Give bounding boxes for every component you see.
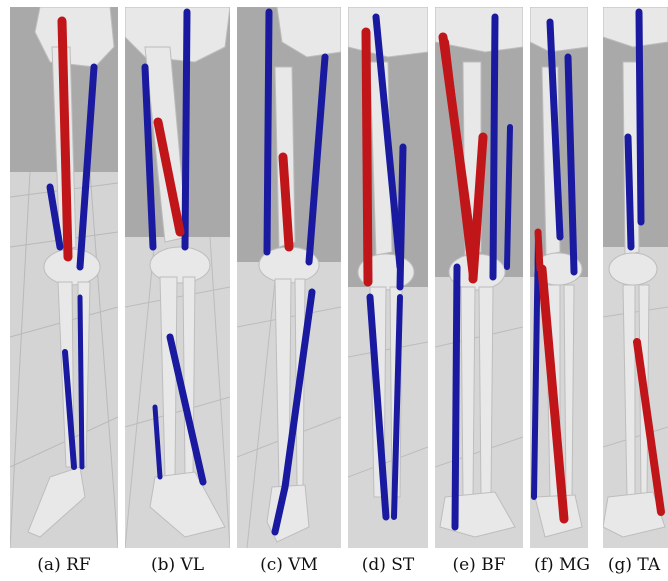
panel-mg [530,7,588,548]
panel-vm [237,7,341,548]
caption-vm: (c) VM [260,555,318,575]
panel-vl [125,7,230,548]
caption-ta: (g) TA [607,555,661,575]
caption-vl: (b) VL [150,555,205,575]
leg-model-mg [530,7,588,548]
leg-model-rf [10,7,118,548]
panel-ta [603,7,668,548]
caption-st: (d) ST [361,555,415,575]
caption-bf: (e) BF [452,555,506,575]
caption-rf: (a) RF [37,555,91,575]
leg-model-st [348,7,428,548]
leg-model-vm [237,7,341,548]
caption-mg: (f) MG [534,555,590,575]
leg-model-ta [603,7,668,548]
leg-model-vl [125,7,230,548]
panel-rf [10,7,118,548]
leg-model-bf [435,7,523,548]
panel-st [348,7,428,548]
panel-bf [435,7,523,548]
